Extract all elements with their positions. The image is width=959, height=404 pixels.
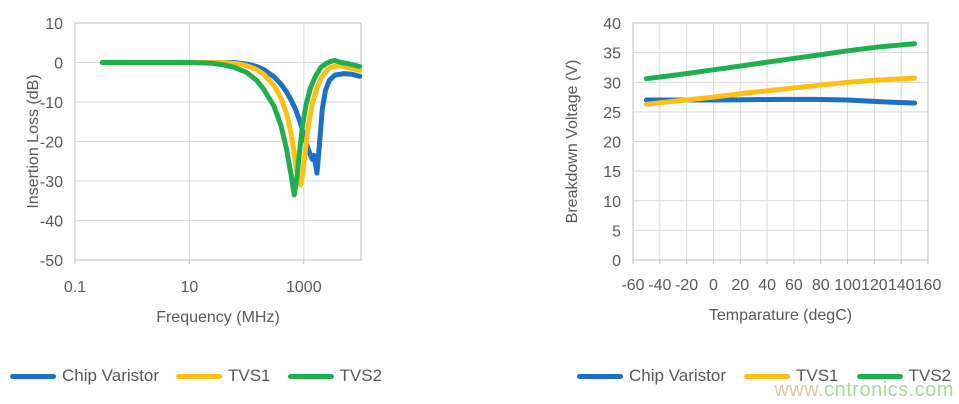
x-tick-label: -20 [675,277,698,294]
legend-item-tvs2: TVS2 [856,366,952,386]
legend-swatch-tvs1 [176,373,222,379]
insertion-loss-legend: Chip Varistor TVS1 TVS2 [10,366,382,386]
y-tick-label: 15 [603,164,621,181]
x-tick-label: -40 [648,277,671,294]
y-tick-label: 5 [612,223,621,240]
y-tick-label: -20 [40,135,63,152]
x-tick-label: 80 [812,277,830,294]
x-tick-label: 10 [181,279,199,296]
y-tick-label: 35 [603,46,621,63]
insertion-loss-chart: 10 0 -10 -20 -30 -40 -500.1 10 1000 Frequency (MH… [25,16,363,326]
x-tick-label: -60 [621,277,644,294]
x-tick-label: 0.1 [64,279,86,296]
x-tick-label: 160 [915,277,942,294]
legend-item-tvs1: TVS1 [176,366,271,386]
legend-label-chip-varistor: Chip Varistor [629,366,726,385]
watermark: www.cntronics.com [774,379,954,402]
legend-item-chip-varistor: Chip Varistor [10,366,159,386]
plot-border [632,22,929,261]
y-tick-label: 20 [603,135,621,152]
series-line-tvs1 [643,75,918,107]
y-tick-label: -40 [40,214,63,231]
y-tick-label: -30 [40,174,63,191]
legend-label-tvs2: TVS2 [339,366,383,385]
series-line-tvs2 [99,58,363,198]
y-tick-label: 10 [603,194,621,211]
x-tick-label: 100 [834,277,861,294]
legend-item-tvs1: TVS1 [744,366,839,386]
y-axis-title: Breakdown Voltage (V) [564,60,581,224]
x-axis-title: Temparature (degC) [709,307,852,324]
legend-swatch-tvs1 [744,373,790,379]
x-tick-label: 1000 [286,279,322,296]
legend-swatch-chip-varistor [10,373,56,379]
series-line-tvs2 [643,41,918,82]
x-tick-label: 120 [861,277,888,294]
y-tick-label: 0 [612,253,621,270]
x-tick-label: 140 [888,277,915,294]
x-tick-label: 20 [731,277,749,294]
x-axis-title: Frequency (MHz) [156,309,280,326]
watermark-domain: cntronics.com [824,379,954,401]
legend-swatch-tvs2 [287,373,334,379]
breakdown-voltage-legend: Chip Varistor TVS1 TVS2 [577,366,951,386]
y-tick-label: 0 [54,56,63,73]
legend-label-tvs1: TVS1 [796,366,839,385]
legend-item-tvs2: TVS2 [287,366,383,386]
y-tick-label: 40 [603,16,621,33]
y-tick-label: 25 [603,105,621,122]
x-tick-label: 40 [758,277,776,294]
watermark-prefix: www. [774,379,825,401]
y-axis-title: Insertion Loss (dB) [25,74,42,208]
legend-item-chip-varistor: Chip Varistor [577,366,726,386]
y-tick-label: -50 [40,253,63,270]
legend-swatch-chip-varistor [577,373,623,379]
legend-label-tvs2: TVS2 [908,366,952,385]
legend-label-tvs1: TVS1 [228,366,271,385]
y-tick-label: -10 [40,95,63,112]
plot-border [74,22,362,261]
y-tick-label: 10 [45,16,63,33]
x-tick-label: 60 [785,277,803,294]
x-tick-label: 0 [709,277,718,294]
legend-swatch-tvs2 [856,373,903,379]
y-tick-label: 30 [603,75,621,92]
legend-label-chip-varistor: Chip Varistor [62,366,159,385]
